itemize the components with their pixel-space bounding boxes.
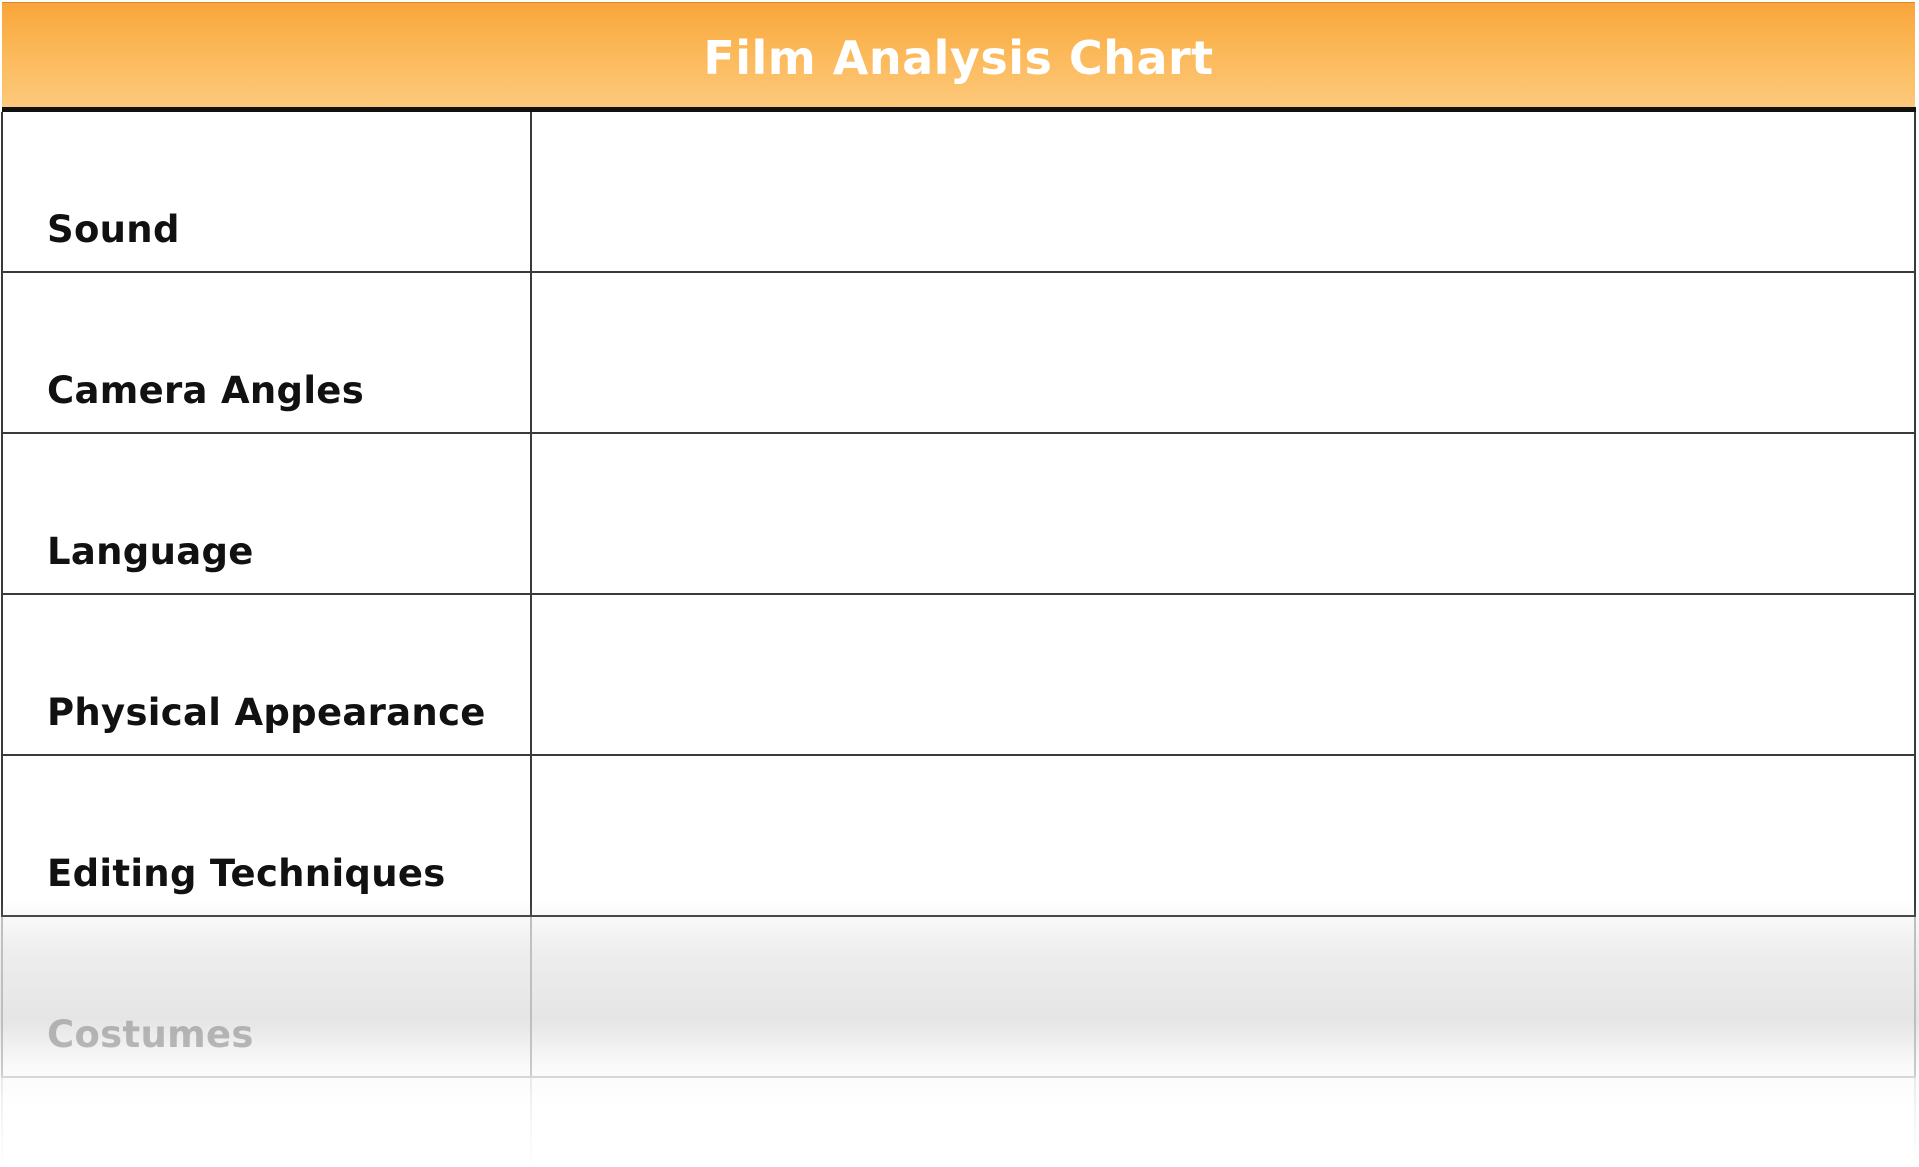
table-row-sound: Sound xyxy=(1,112,1916,273)
table-row-editing-techniques: Editing Techniques xyxy=(1,756,1916,917)
row-label-physical-appearance: Physical Appearance xyxy=(47,691,486,734)
header-divider xyxy=(2,107,1916,112)
table-row-costumes: Costumes xyxy=(1,917,1916,1078)
notes-cell-physical-appearance[interactable] xyxy=(532,595,1916,754)
analysis-table: Sound Camera Angles Language Physical Ap… xyxy=(1,112,1916,1167)
label-cell: Editing Techniques xyxy=(1,756,532,915)
table-reflection xyxy=(1,1078,1916,1167)
row-label-editing-techniques: Editing Techniques xyxy=(47,852,446,895)
row-label-camera-angles: Camera Angles xyxy=(47,369,365,412)
notes-cell-camera-angles[interactable] xyxy=(532,273,1916,432)
label-cell: Camera Angles xyxy=(1,273,532,432)
table-row-physical-appearance: Physical Appearance xyxy=(1,595,1916,756)
row-label-language: Language xyxy=(47,530,254,573)
notes-cell-sound[interactable] xyxy=(532,112,1916,271)
label-cell: Sound xyxy=(1,112,532,271)
chart-header: Film Analysis Chart xyxy=(2,2,1915,108)
table-row-camera-angles: Camera Angles xyxy=(1,273,1916,434)
chart-title: Film Analysis Chart xyxy=(703,31,1214,85)
row-label-costumes: Costumes xyxy=(47,1013,254,1056)
row-label-sound: Sound xyxy=(47,208,180,251)
notes-cell-language[interactable] xyxy=(532,434,1916,593)
label-cell: Language xyxy=(1,434,532,593)
reflection-label-cell xyxy=(1,1078,532,1167)
table-row-language: Language xyxy=(1,434,1916,595)
reflection-value-cell xyxy=(532,1078,1916,1167)
notes-cell-editing-techniques[interactable] xyxy=(532,756,1916,915)
label-cell: Costumes xyxy=(1,917,532,1076)
label-cell: Physical Appearance xyxy=(1,595,532,754)
notes-cell-costumes[interactable] xyxy=(532,917,1916,1076)
